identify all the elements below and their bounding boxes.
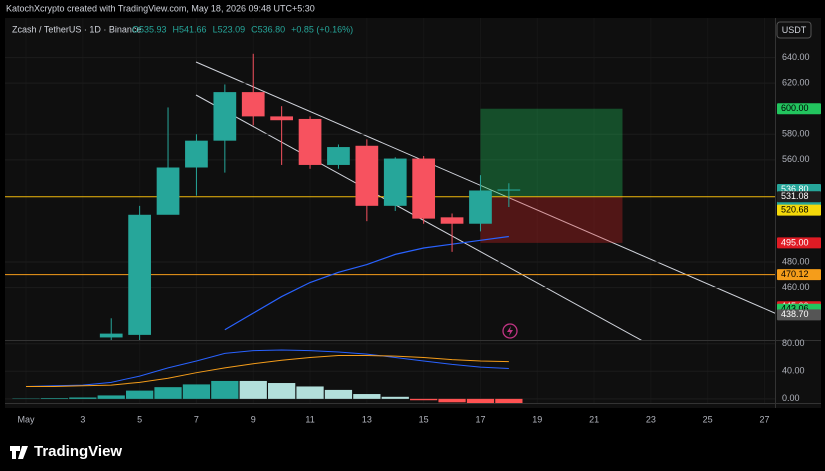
x-tick-label: 25 bbox=[703, 414, 713, 424]
y-tick-label: 560.00 bbox=[782, 154, 810, 164]
candle-body bbox=[412, 158, 436, 219]
x-tick-label: May bbox=[18, 414, 36, 424]
channel-lower bbox=[195, 94, 642, 340]
credit: KatochXcrypto created with TradingView.c… bbox=[6, 3, 315, 13]
histogram-bar bbox=[324, 389, 353, 399]
candle-body bbox=[99, 333, 123, 338]
alert-bolt bbox=[507, 326, 513, 336]
histogram-bar bbox=[97, 395, 125, 399]
price-label: 438.70 bbox=[781, 309, 809, 319]
indicator-tick-label: 80.00 bbox=[782, 338, 805, 348]
candle-body bbox=[156, 167, 180, 215]
candle-body bbox=[270, 116, 294, 121]
x-tick-label: 21 bbox=[589, 414, 599, 424]
x-tick-label: 7 bbox=[194, 414, 199, 424]
price-label-box bbox=[777, 237, 821, 249]
alert-icon[interactable] bbox=[502, 323, 518, 339]
histogram-bar bbox=[239, 380, 267, 399]
candle-body bbox=[298, 118, 322, 165]
indicator-tick-label: 0.00 bbox=[782, 393, 800, 403]
histogram-bar bbox=[69, 397, 97, 399]
candle-body bbox=[241, 92, 265, 117]
ohlc-value: H541.66 bbox=[173, 24, 207, 34]
candle-body bbox=[327, 147, 350, 165]
price-label: 520.68 bbox=[781, 204, 809, 214]
brand: TradingView bbox=[34, 443, 122, 460]
ohlc-value: C536.80 bbox=[251, 24, 285, 34]
x-tick-label: 5 bbox=[137, 414, 142, 424]
price-label: 600.00 bbox=[781, 103, 809, 113]
histogram-bar bbox=[353, 394, 381, 399]
histogram-bar bbox=[211, 380, 239, 399]
ohlc-value: L523.09 bbox=[213, 24, 246, 34]
histogram-bar bbox=[438, 398, 466, 403]
histogram-bar bbox=[268, 383, 296, 399]
histogram-bar bbox=[154, 387, 182, 399]
indicator-line bbox=[26, 349, 509, 387]
histogram-bar bbox=[381, 396, 409, 399]
indicator-tick-label: 40.00 bbox=[782, 366, 805, 376]
position-stop bbox=[480, 196, 623, 243]
x-tick-label: 9 bbox=[251, 414, 256, 424]
main-pane bbox=[5, 53, 775, 340]
x-tick-label: 19 bbox=[532, 414, 542, 424]
candle-body bbox=[497, 189, 521, 191]
histogram-bar bbox=[40, 398, 69, 399]
x-tick-label: 15 bbox=[419, 414, 429, 424]
histogram-bar bbox=[466, 398, 495, 403]
y-tick-label: 480.00 bbox=[782, 256, 810, 266]
price-label-box bbox=[777, 269, 821, 281]
x-tick-label: 13 bbox=[362, 414, 372, 424]
histogram-bar bbox=[495, 398, 523, 403]
ohlc-value: +0.85 (+0.16%) bbox=[291, 24, 353, 34]
price-label: 495.00 bbox=[781, 237, 809, 247]
candle-body bbox=[213, 92, 237, 141]
price-label: 443.06 bbox=[781, 304, 809, 314]
x-tick-label: 23 bbox=[646, 414, 656, 424]
histogram-bar bbox=[296, 386, 324, 399]
y-tick-label: 580.00 bbox=[782, 129, 810, 139]
y-tick-label: 620.00 bbox=[782, 78, 810, 88]
histogram-bar bbox=[125, 390, 154, 399]
ohlc-legend: O535.93 H541.66 L523.09 C536.80 +0.85 (+0.16… bbox=[132, 24, 353, 34]
candle-body bbox=[469, 190, 492, 224]
candle-body bbox=[355, 145, 379, 206]
price-label-box bbox=[777, 191, 821, 203]
currency[interactable]: USDT bbox=[782, 25, 807, 35]
indicator-line bbox=[26, 354, 509, 387]
price-label: 531.08 bbox=[781, 191, 809, 201]
candle-body bbox=[128, 214, 151, 335]
y-tick-label: 460.00 bbox=[782, 282, 810, 292]
brand-logo bbox=[10, 446, 28, 459]
x-tick-label: 11 bbox=[305, 414, 314, 424]
histogram-bar bbox=[182, 384, 211, 399]
x-tick-label: 17 bbox=[475, 414, 485, 424]
indicator-pane bbox=[5, 343, 775, 403]
price-label: 536.80 bbox=[781, 184, 809, 194]
price-label-box bbox=[777, 309, 821, 321]
currency-box[interactable] bbox=[776, 21, 812, 39]
candle-body bbox=[185, 140, 208, 168]
price-label-box bbox=[777, 204, 821, 216]
price-label: 470.12 bbox=[781, 269, 809, 279]
ohlc-value: O535.93 bbox=[132, 24, 167, 34]
y-tick-label: 640.00 bbox=[782, 52, 810, 62]
channel-upper bbox=[195, 61, 775, 314]
candle-body bbox=[383, 158, 407, 206]
candle-body bbox=[440, 217, 464, 224]
symbol: Zcash / TetherUS · 1D · Binance bbox=[12, 24, 141, 34]
histogram-bar bbox=[410, 398, 438, 401]
position-target bbox=[480, 108, 623, 197]
x-tick-label: 3 bbox=[80, 414, 85, 424]
moving-average bbox=[224, 235, 509, 331]
x-tick-label: 27 bbox=[759, 414, 769, 424]
price-label-box bbox=[777, 103, 821, 115]
